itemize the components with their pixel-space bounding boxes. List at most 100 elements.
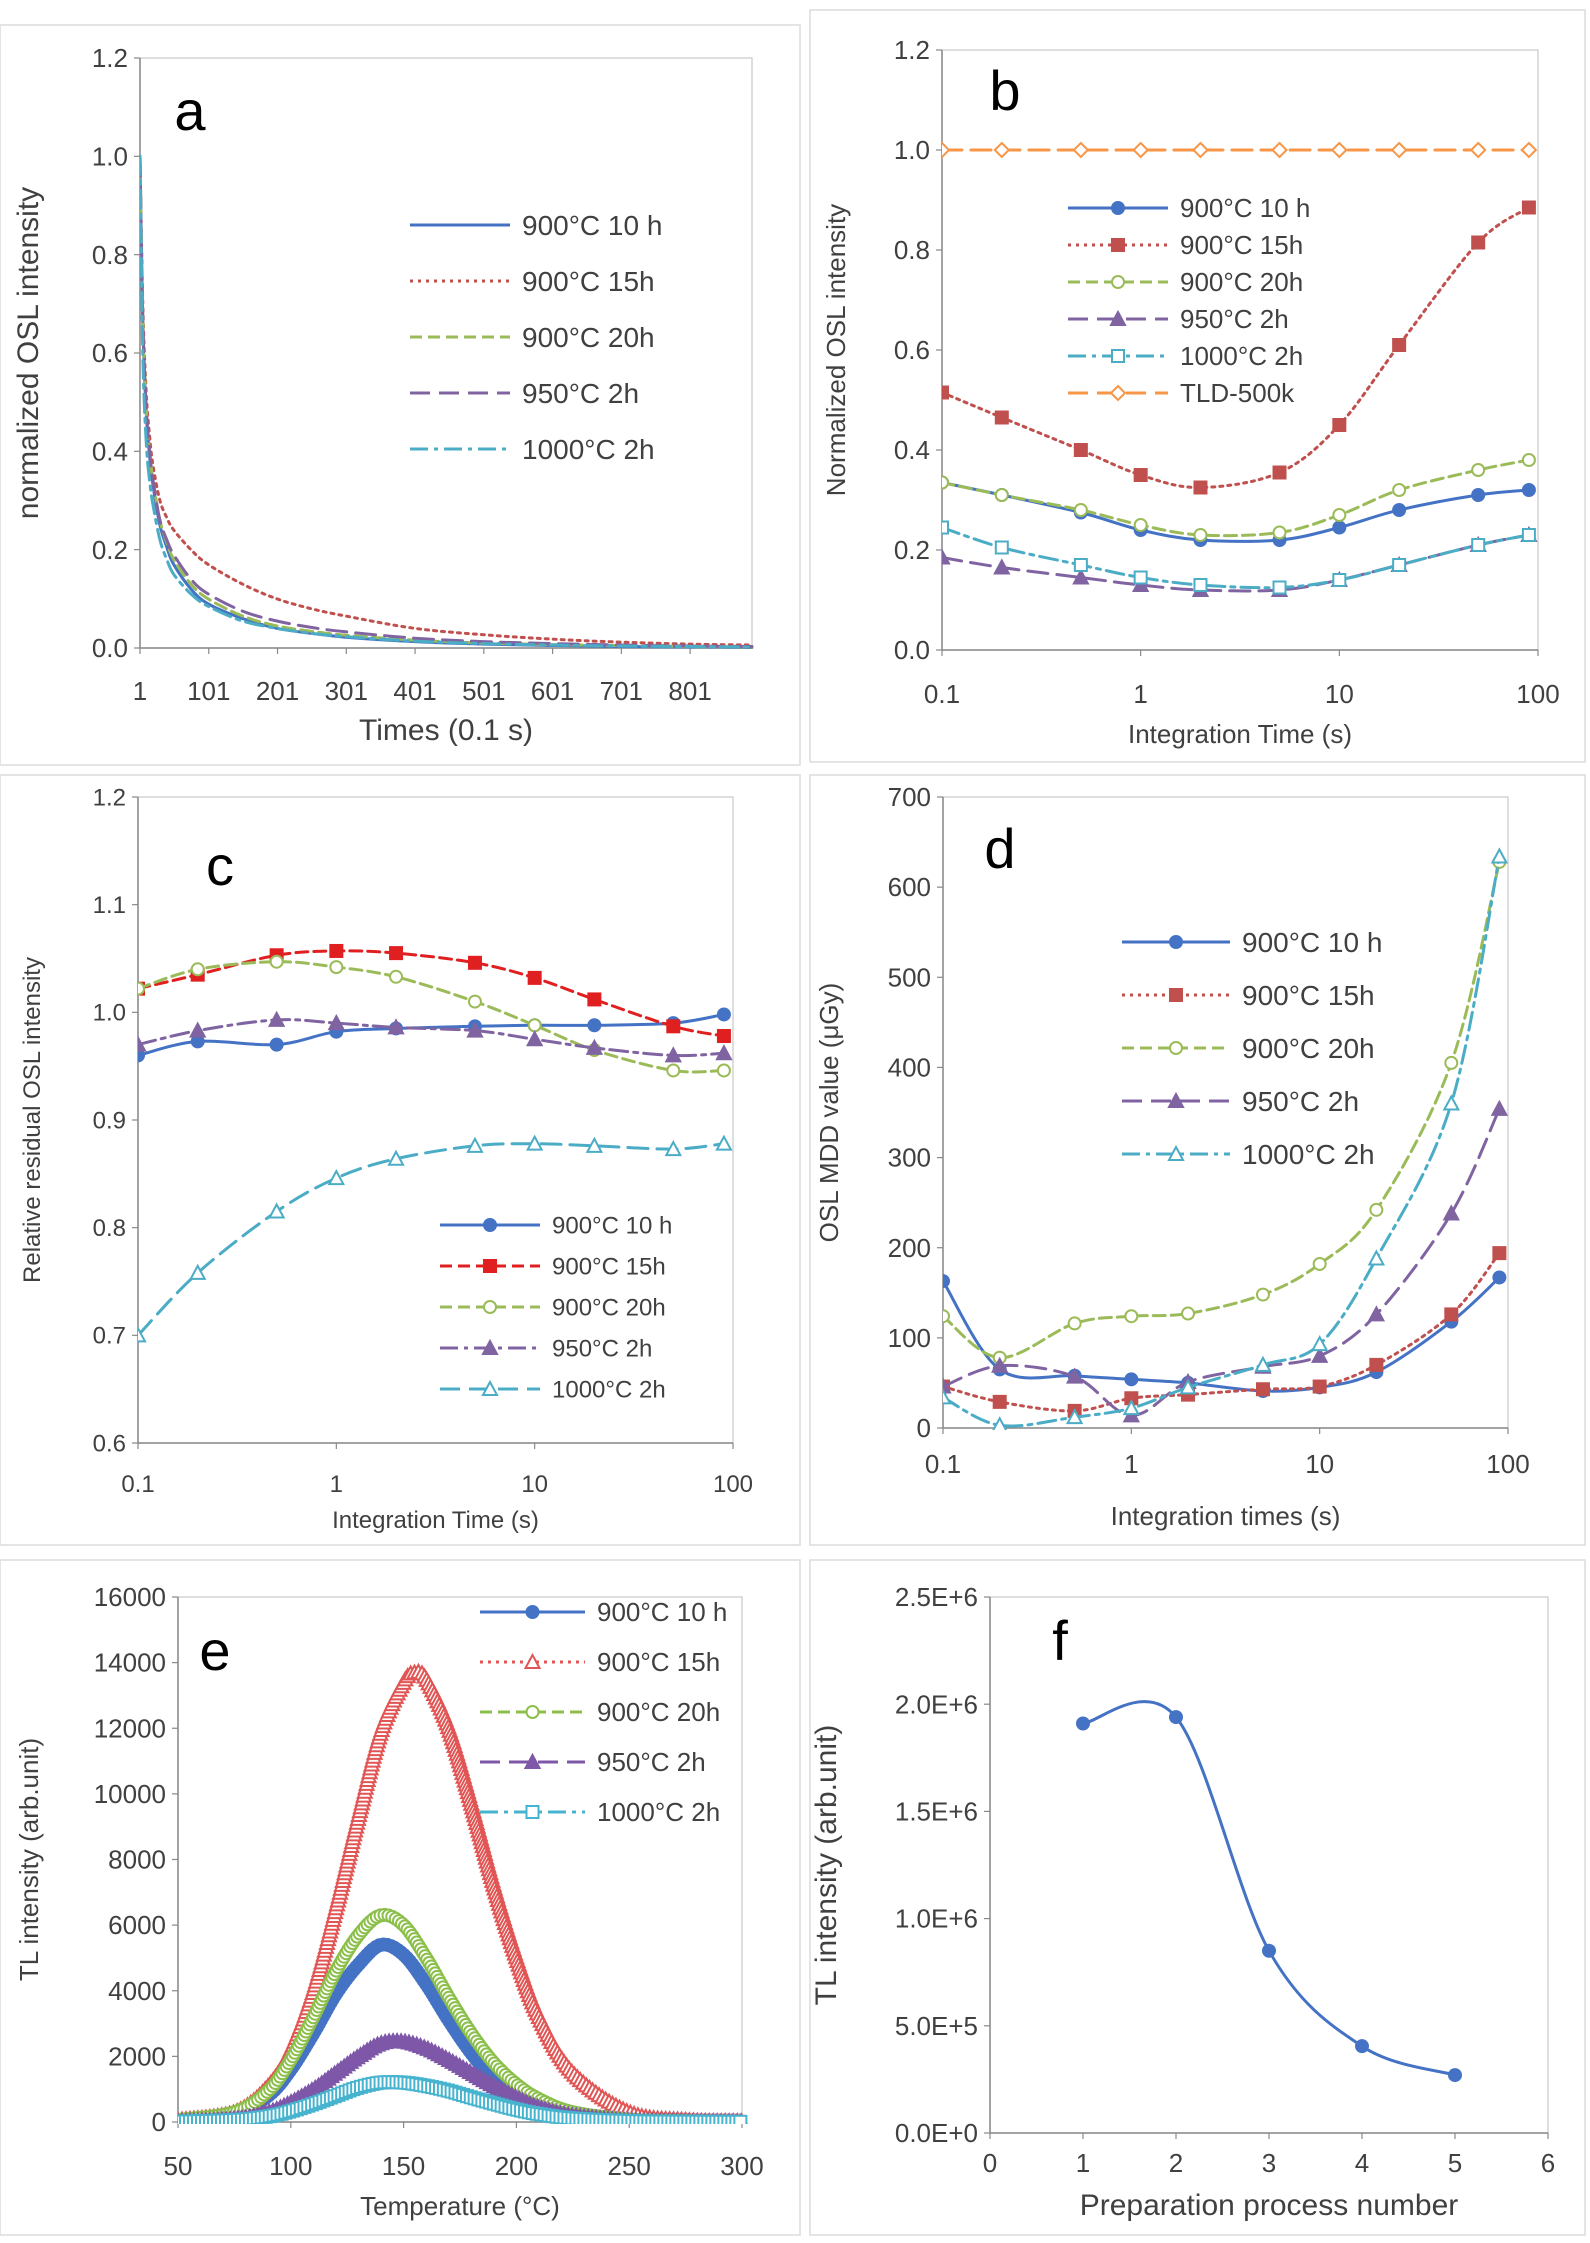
data-point bbox=[189, 1263, 207, 1280]
series-900-c-15h bbox=[942, 200, 1536, 495]
data-point bbox=[992, 1394, 1007, 1409]
data-point bbox=[1193, 578, 1208, 592]
y-tick-label: 10000 bbox=[94, 1779, 166, 1809]
y-tick-label: 500 bbox=[888, 962, 931, 992]
y-tick-label: 0.0 bbox=[894, 635, 930, 665]
data-point bbox=[1065, 1367, 1084, 1384]
data-point bbox=[1192, 141, 1209, 159]
data-point bbox=[1469, 141, 1487, 159]
data-point bbox=[1444, 1307, 1459, 1322]
data-point bbox=[1332, 418, 1347, 432]
y-tick-label: 0.8 bbox=[93, 1215, 126, 1242]
x-tick-label: 501 bbox=[462, 676, 505, 706]
y-tick-label: 8000 bbox=[108, 1845, 166, 1875]
y-tick-label: 0.8 bbox=[894, 235, 930, 265]
x-tick-label: 6 bbox=[1541, 2148, 1555, 2178]
series-line bbox=[138, 960, 726, 1074]
data-point bbox=[1133, 570, 1148, 585]
series-line bbox=[943, 1251, 1501, 1413]
legend-label: 950°C 2h bbox=[1180, 304, 1289, 334]
y-axis-label: Normalized OSL intensity bbox=[821, 204, 851, 496]
panel-letter: d bbox=[984, 817, 1015, 880]
legend: 900°C 10 h 900°C 15h 900°C 20h 950°C 2h 1000… bbox=[480, 1597, 727, 1827]
series-1000-c-2h bbox=[140, 154, 754, 649]
data-point bbox=[715, 1044, 733, 1061]
data-point bbox=[1392, 503, 1407, 517]
x-tick-label: 1 bbox=[1133, 679, 1147, 709]
data-point bbox=[467, 955, 482, 970]
data-point bbox=[1444, 1055, 1459, 1070]
x-tick-label: 100 bbox=[713, 1471, 753, 1498]
data-point bbox=[1490, 847, 1509, 864]
y-tick-label: 1.0 bbox=[92, 141, 128, 171]
panel-e: 0 2000 4000 6000 8000 10000 12000 14000 16000 50 1… bbox=[0, 1559, 801, 2236]
data-point bbox=[138, 1035, 147, 1052]
data-point bbox=[1367, 1249, 1386, 1266]
x-tick-label: 201 bbox=[256, 676, 299, 706]
data-point bbox=[1471, 538, 1486, 552]
data-point bbox=[190, 962, 205, 977]
x-tick-label: 50 bbox=[164, 2151, 193, 2181]
data-point bbox=[1193, 528, 1208, 542]
legend-marker bbox=[1109, 384, 1127, 402]
y-axis-label: TL intensity (arb.unit) bbox=[810, 1725, 843, 2006]
legend: 900°C 10 h 900°C 15h 900°C 20h 950°C 2h 1000… bbox=[1122, 927, 1382, 1170]
data-point bbox=[466, 1021, 484, 1038]
data-point bbox=[1073, 558, 1088, 572]
legend-label: 1000°C 2h bbox=[597, 1797, 720, 1827]
y-tick-label: 5.0E+5 bbox=[895, 2011, 978, 2041]
y-tick-label: 0.2 bbox=[894, 535, 930, 565]
data-point bbox=[1310, 1346, 1329, 1363]
legend-label: 900°C 20h bbox=[552, 1294, 666, 1321]
series-line bbox=[138, 1142, 726, 1337]
data-point bbox=[716, 1029, 731, 1044]
y-tick-label: 0.8 bbox=[92, 240, 128, 270]
data-point bbox=[527, 970, 542, 985]
panel-d: 0 100 200 300 400 500 600 700 0.1 1 10 100 Integrati… bbox=[809, 774, 1586, 1546]
y-tick-label: 700 bbox=[888, 782, 931, 812]
data-point bbox=[387, 1149, 405, 1166]
y-tick-label: 1.0 bbox=[894, 135, 930, 165]
y-tick-label: 14000 bbox=[94, 1648, 166, 1678]
legend-label: 900°C 20h bbox=[1180, 267, 1303, 297]
data-point bbox=[942, 548, 951, 565]
data-point bbox=[1122, 1399, 1141, 1416]
legend-marker bbox=[525, 1705, 540, 1719]
y-tick-label: 200 bbox=[888, 1233, 931, 1263]
x-tick-label: 5 bbox=[1448, 2148, 1462, 2178]
x-tick-label: 0.1 bbox=[924, 679, 960, 709]
data-point bbox=[942, 475, 949, 490]
y-tick-label: 4000 bbox=[108, 1976, 166, 2006]
legend-label: 950°C 2h bbox=[522, 378, 639, 409]
x-tick-label: 250 bbox=[608, 2151, 651, 2181]
panel-f: 0.0E+0 5.0E+5 1.0E+6 1.5E+6 2.0E+6 2.5E+6 0 1 2 3… bbox=[809, 1559, 1586, 2236]
legend-marker bbox=[483, 1259, 497, 1273]
data-point bbox=[329, 960, 344, 975]
legend-label: 900°C 20h bbox=[1242, 1033, 1375, 1064]
legend-label: 950°C 2h bbox=[1242, 1086, 1359, 1117]
data-point bbox=[1271, 141, 1288, 159]
legend-marker bbox=[1169, 935, 1183, 949]
series-line bbox=[140, 154, 754, 649]
data-point bbox=[1254, 1355, 1272, 1372]
data-point bbox=[993, 141, 1011, 159]
data-point bbox=[942, 520, 949, 535]
y-axis-label: normalized OSL intensity bbox=[12, 187, 45, 519]
legend-marker bbox=[1169, 988, 1183, 1002]
data-point bbox=[269, 954, 284, 969]
data-point bbox=[994, 488, 1009, 502]
series-tld-500k bbox=[942, 141, 1538, 159]
y-tick-label: 1.1 bbox=[93, 892, 126, 919]
series-line bbox=[138, 1018, 726, 1058]
x-tick-label: 150 bbox=[382, 2151, 425, 2181]
data-point bbox=[329, 943, 344, 958]
y-axis-label: Relative residual OSL intensity bbox=[19, 957, 46, 1283]
data-point bbox=[1492, 1270, 1507, 1285]
data-point bbox=[1169, 1710, 1183, 1725]
data-point bbox=[1392, 338, 1407, 352]
x-tick-label: 1 bbox=[1124, 1449, 1138, 1479]
panel-frame bbox=[809, 774, 1586, 1546]
data-point bbox=[587, 992, 602, 1007]
y-tick-label: 300 bbox=[888, 1143, 931, 1173]
